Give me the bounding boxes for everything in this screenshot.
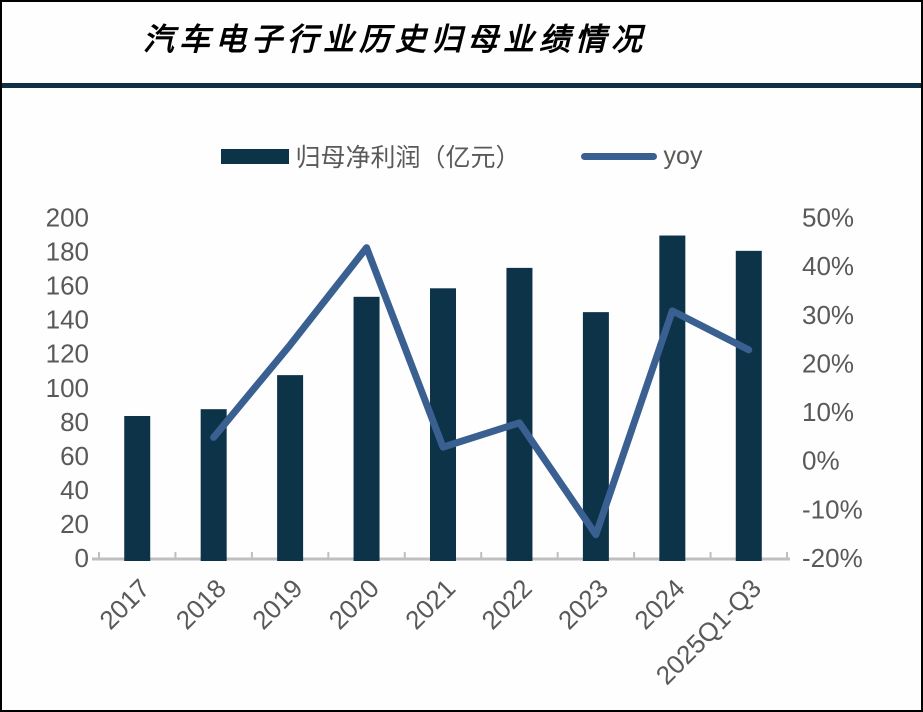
y-axis-right-tick-label: -10% (802, 494, 863, 524)
legend-bar-swatch-icon (220, 148, 289, 164)
y-axis-left-tick-label: 40 (60, 475, 89, 505)
legend-line-swatch-icon (580, 152, 657, 160)
y-axis-left-tick-label: 20 (60, 509, 89, 539)
y-axis-right-tick-label: 40% (802, 251, 854, 281)
x-axis-label: 2024 (628, 573, 690, 635)
bar-2025Q1-Q3 (735, 250, 762, 561)
x-axis-label: 2017 (93, 573, 155, 635)
y-axis-right-tick-label: 50% (802, 203, 854, 233)
bar-2020 (353, 296, 380, 561)
y-axis-left-tick-label: 60 (60, 441, 89, 471)
y-axis-left-tick-label: 200 (46, 203, 89, 233)
legend-line-label: yoy (663, 141, 703, 170)
legend-bar-label: 归母净利润（亿元） (295, 144, 521, 172)
y-axis-right-tick-label: 30% (802, 300, 854, 330)
chart-title: 汽车电子行业历史归母业绩情况 (143, 22, 647, 58)
yoy-line (210, 244, 753, 539)
y-axis-left-tick-label: 160 (46, 271, 89, 301)
y-axis-left-tick-label: 80 (60, 407, 89, 437)
bar-2024 (659, 235, 686, 561)
x-axis-label: 2023 (552, 573, 614, 635)
x-axis-label: 2019 (246, 573, 308, 635)
bar-2019 (277, 375, 304, 561)
y-axis-left-tick-label: 100 (46, 373, 89, 403)
y-axis-right-tick-label: 0% (802, 446, 840, 476)
x-axis-label: 2021 (399, 573, 461, 635)
chart-legend: 归母净利润（亿元） yoy (2, 138, 921, 174)
x-axis-label: 2018 (170, 573, 232, 635)
y-axis-left-tick-label: 140 (46, 305, 89, 335)
y-axis-right-tick-label: -20% (802, 543, 863, 573)
x-axis-label: 2022 (476, 573, 538, 635)
y-axis-right-tick-label: 10% (802, 397, 854, 427)
title-divider-rule (2, 83, 921, 88)
x-axis-label: 2020 (323, 573, 385, 635)
y-axis-left-tick-label: 0 (75, 543, 89, 573)
y-axis-left-tick-label: 120 (46, 339, 89, 369)
bar-2017 (124, 415, 151, 561)
y-axis-left-tick-label: 180 (46, 237, 89, 267)
y-axis-right-tick-label: 20% (802, 348, 854, 378)
bar-2022 (506, 267, 533, 561)
